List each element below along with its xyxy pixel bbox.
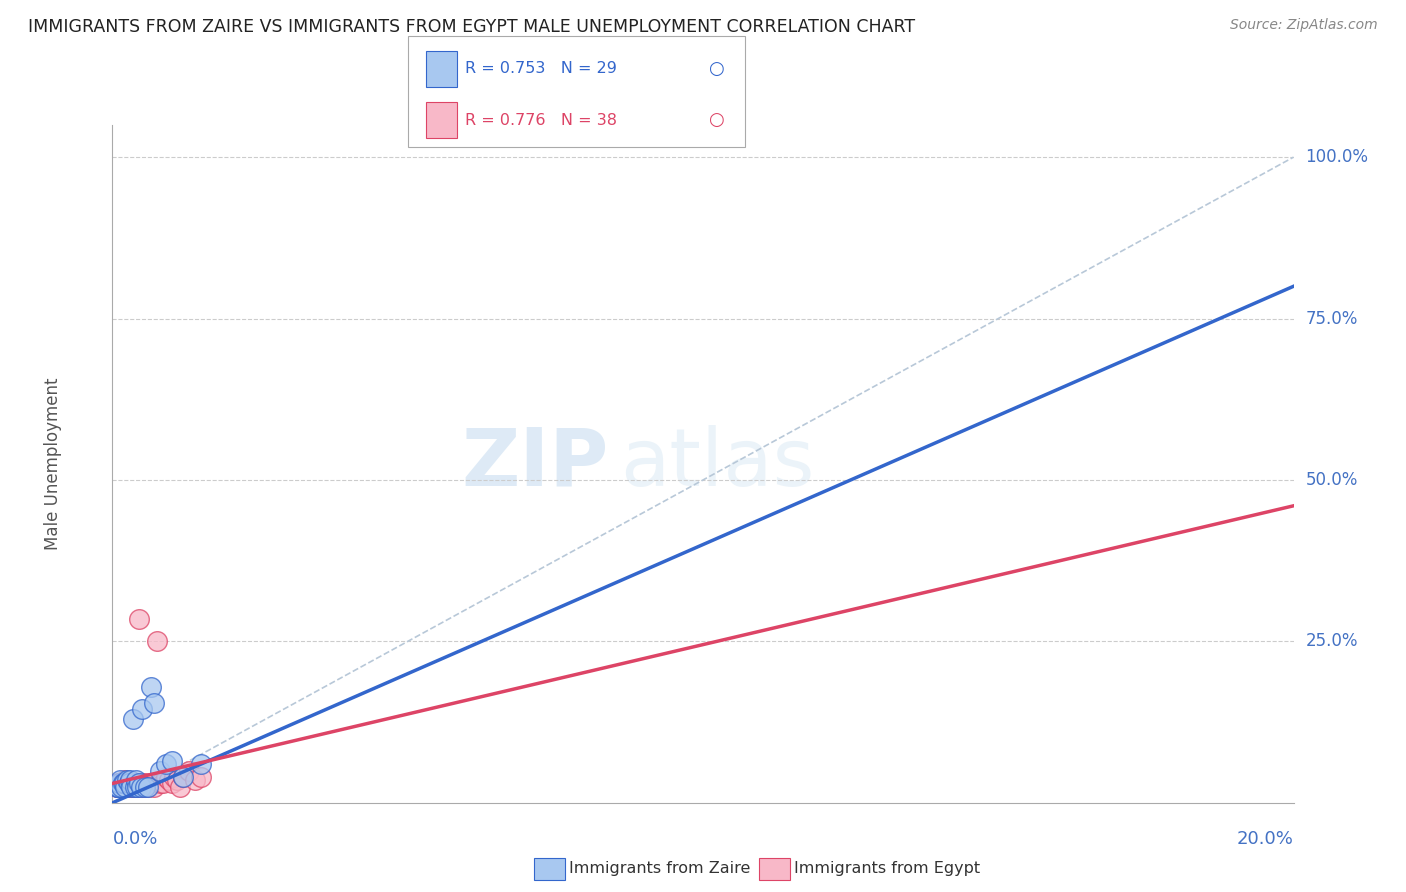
Point — [124, 776, 146, 790]
Text: Source: ZipAtlas.com: Source: ZipAtlas.com — [1230, 18, 1378, 32]
Point — [125, 776, 148, 790]
Point — [139, 680, 162, 694]
Text: 100.0%: 100.0% — [1305, 148, 1368, 166]
Point — [142, 696, 165, 710]
Point — [112, 776, 135, 790]
Point — [108, 773, 131, 788]
Text: R = 0.753   N = 29: R = 0.753 N = 29 — [465, 62, 617, 77]
Text: 50.0%: 50.0% — [1305, 471, 1358, 489]
Point — [142, 780, 165, 794]
Text: Immigrants from Egypt: Immigrants from Egypt — [794, 862, 980, 876]
Point — [152, 776, 174, 790]
Text: ZIP: ZIP — [461, 425, 609, 503]
Point — [117, 776, 138, 790]
Point — [107, 780, 129, 794]
Point — [128, 612, 150, 626]
Point — [127, 780, 149, 794]
Text: 0.0%: 0.0% — [112, 830, 157, 848]
Point — [155, 770, 177, 784]
Point — [120, 780, 142, 794]
Point — [134, 780, 156, 794]
Point — [117, 773, 138, 788]
Point — [129, 776, 152, 790]
Text: 25.0%: 25.0% — [1305, 632, 1358, 650]
Point — [122, 712, 145, 726]
Point — [114, 773, 136, 788]
Text: 75.0%: 75.0% — [1305, 310, 1358, 327]
Point — [163, 770, 186, 784]
Text: ○: ○ — [707, 112, 724, 129]
Point — [139, 776, 162, 790]
Point — [120, 776, 142, 790]
Point — [108, 780, 131, 794]
Point — [105, 780, 128, 794]
Point — [172, 770, 194, 784]
Point — [190, 770, 212, 784]
Point — [184, 773, 207, 788]
Point — [190, 757, 212, 772]
Point — [172, 770, 194, 784]
Point — [125, 773, 148, 788]
Point — [122, 780, 145, 794]
Point — [128, 776, 150, 790]
Point — [108, 776, 131, 790]
Point — [134, 776, 156, 790]
Point — [155, 757, 177, 772]
Point — [112, 776, 135, 790]
Point — [107, 780, 129, 794]
Point — [169, 780, 191, 794]
Text: Immigrants from Zaire: Immigrants from Zaire — [569, 862, 751, 876]
Point — [118, 776, 141, 790]
Point — [129, 780, 152, 794]
Point — [112, 780, 135, 794]
Point — [107, 776, 129, 790]
Text: Male Unemployment: Male Unemployment — [45, 377, 62, 550]
Text: 20.0%: 20.0% — [1237, 830, 1294, 848]
Point — [131, 780, 153, 794]
Point — [157, 773, 180, 788]
Point — [136, 780, 159, 794]
Point — [124, 780, 146, 794]
Point — [179, 764, 201, 778]
Point — [136, 780, 159, 794]
Point — [120, 773, 142, 788]
Point — [127, 780, 149, 794]
Point — [108, 776, 131, 790]
Point — [149, 764, 172, 778]
Point — [131, 702, 153, 716]
Point — [166, 773, 188, 788]
Point — [114, 780, 136, 794]
Text: R = 0.776   N = 38: R = 0.776 N = 38 — [465, 112, 617, 128]
Text: IMMIGRANTS FROM ZAIRE VS IMMIGRANTS FROM EGYPT MALE UNEMPLOYMENT CORRELATION CHA: IMMIGRANTS FROM ZAIRE VS IMMIGRANTS FROM… — [28, 18, 915, 36]
Point — [112, 776, 135, 790]
Point — [105, 780, 128, 794]
Point — [110, 780, 132, 794]
Text: atlas: atlas — [620, 425, 814, 503]
Text: ○: ○ — [707, 60, 724, 78]
Point — [120, 780, 142, 794]
Point — [118, 780, 141, 794]
Point — [160, 754, 183, 768]
Point — [110, 780, 132, 794]
Point — [160, 776, 183, 790]
Point — [111, 776, 134, 790]
Point — [107, 780, 129, 794]
Point — [149, 776, 172, 790]
Point — [146, 634, 169, 648]
